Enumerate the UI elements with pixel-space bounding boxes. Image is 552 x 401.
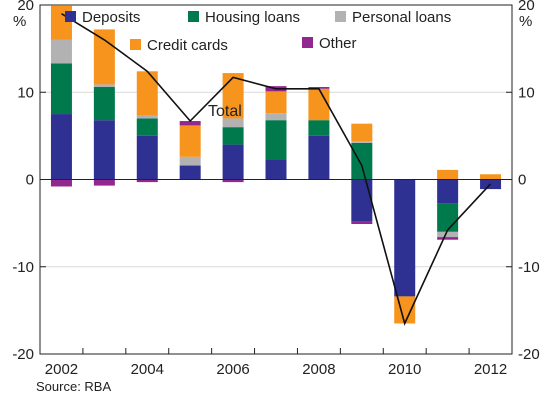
bar-personal-loans-2005 (179, 156, 201, 166)
total-line-group (61, 13, 492, 326)
y-tick-label-left: 10 (17, 84, 34, 101)
x-tick-label: 2008 (302, 361, 335, 378)
bar-other-2004 (136, 179, 158, 183)
x-tick-label: 2012 (474, 361, 507, 378)
bar-housing-loans-2011 (437, 203, 459, 232)
y-tick-label-left: 0 (26, 172, 34, 189)
bar-housing-loans-2007 (265, 120, 287, 160)
bar-housing-loans-2008 (308, 120, 330, 136)
bar-credit-cards-2010 (394, 296, 416, 324)
x-tick-label: 2004 (131, 361, 164, 378)
y-tick-label-right: 10 (518, 84, 535, 101)
y-tick-label-left: -20 (12, 346, 34, 363)
bar-deposits-2002 (50, 114, 72, 180)
bar-credit-cards-2006 (222, 73, 244, 119)
y-tick-label-right: -10 (518, 259, 540, 276)
legend-swatch-deposits (65, 11, 76, 22)
y-tick-label-right: 20 (518, 0, 535, 14)
bar-credit-cards-2012 (480, 174, 502, 180)
bar-deposits-2005 (179, 165, 201, 180)
bar-deposits-2006 (222, 144, 244, 180)
legend-label-deposits: Deposits (82, 9, 140, 26)
bar-other-2003 (93, 179, 115, 186)
bar-housing-loans-2002 (50, 63, 72, 115)
y-tick-label-left: 20 (17, 0, 34, 14)
y-unit-left: % (13, 13, 26, 30)
bar-credit-cards-2005 (179, 125, 201, 157)
y-tick-labels: 20 20 10 10 0 0 -10 -10 -20 -20 (12, 0, 539, 363)
x-tick-label: 2002 (45, 361, 78, 378)
bar-housing-loans-2009 (351, 142, 373, 180)
bar-credit-cards-2004 (136, 71, 158, 116)
bar-personal-loans-2011 (437, 231, 459, 238)
axes (39, 4, 513, 355)
bar-housing-loans-2003 (93, 87, 115, 121)
bar-deposits-2008 (308, 135, 330, 180)
bar-credit-cards-2008 (308, 88, 330, 121)
bar-credit-cards-2002 (50, 5, 72, 40)
bar-other-2009 (351, 221, 373, 224)
source-note: Source: RBA (36, 379, 112, 394)
bar-other-2011 (437, 237, 459, 240)
legend-label-credit-cards: Credit cards (147, 37, 228, 54)
bar-other-2005 (179, 121, 201, 126)
bar-housing-loans-2006 (222, 127, 244, 145)
legend-swatch-personal-loans (335, 11, 346, 22)
y-tick-label-right: -20 (518, 346, 540, 363)
y-tick-label-right: 0 (518, 172, 526, 189)
bar-personal-loans-2004 (136, 115, 158, 119)
bar-other-2002 (50, 179, 72, 187)
bar-credit-cards-2011 (437, 169, 459, 180)
legend-swatch-housing-loans (188, 11, 199, 22)
bar-credit-cards-2007 (265, 91, 287, 114)
y-unit-right: % (519, 13, 532, 30)
bar-credit-cards-2009 (351, 123, 373, 142)
bars (50, 5, 502, 324)
legend-swatch-other (302, 37, 313, 48)
x-tick-label: 2010 (388, 361, 421, 378)
bar-deposits-2010 (394, 179, 416, 297)
x-tick-label: 2006 (216, 361, 249, 378)
legend: Deposits Housing loans Personal loans Credi… (65, 9, 451, 54)
bar-deposits-2007 (265, 159, 287, 180)
legend-label-other: Other (319, 35, 357, 52)
bar-personal-loans-2006 (222, 118, 244, 128)
bar-housing-loans-2004 (136, 118, 158, 136)
bar-deposits-2004 (136, 135, 158, 180)
legend-swatch-credit-cards (130, 39, 141, 50)
total-annotation: Total (208, 103, 242, 120)
bar-personal-loans-2009 (351, 141, 373, 143)
bar-deposits-2009 (351, 179, 373, 222)
total-line (61, 13, 492, 326)
bar-deposits-2003 (93, 120, 115, 180)
x-tick-labels: 2002 2004 2006 2008 2010 2012 (45, 361, 507, 378)
legend-label-personal-loans: Personal loans (352, 9, 451, 26)
bar-credit-cards-2003 (93, 29, 115, 85)
bar-personal-loans-2002 (50, 39, 72, 64)
bar-personal-loans-2007 (265, 113, 287, 121)
legend-label-housing-loans: Housing loans (205, 9, 300, 26)
y-tick-label-left: -10 (12, 259, 34, 276)
bar-personal-loans-2003 (93, 84, 115, 88)
bar-other-2008 (308, 87, 330, 89)
bar-deposits-2011 (437, 179, 459, 204)
bar-other-2006 (222, 179, 244, 183)
